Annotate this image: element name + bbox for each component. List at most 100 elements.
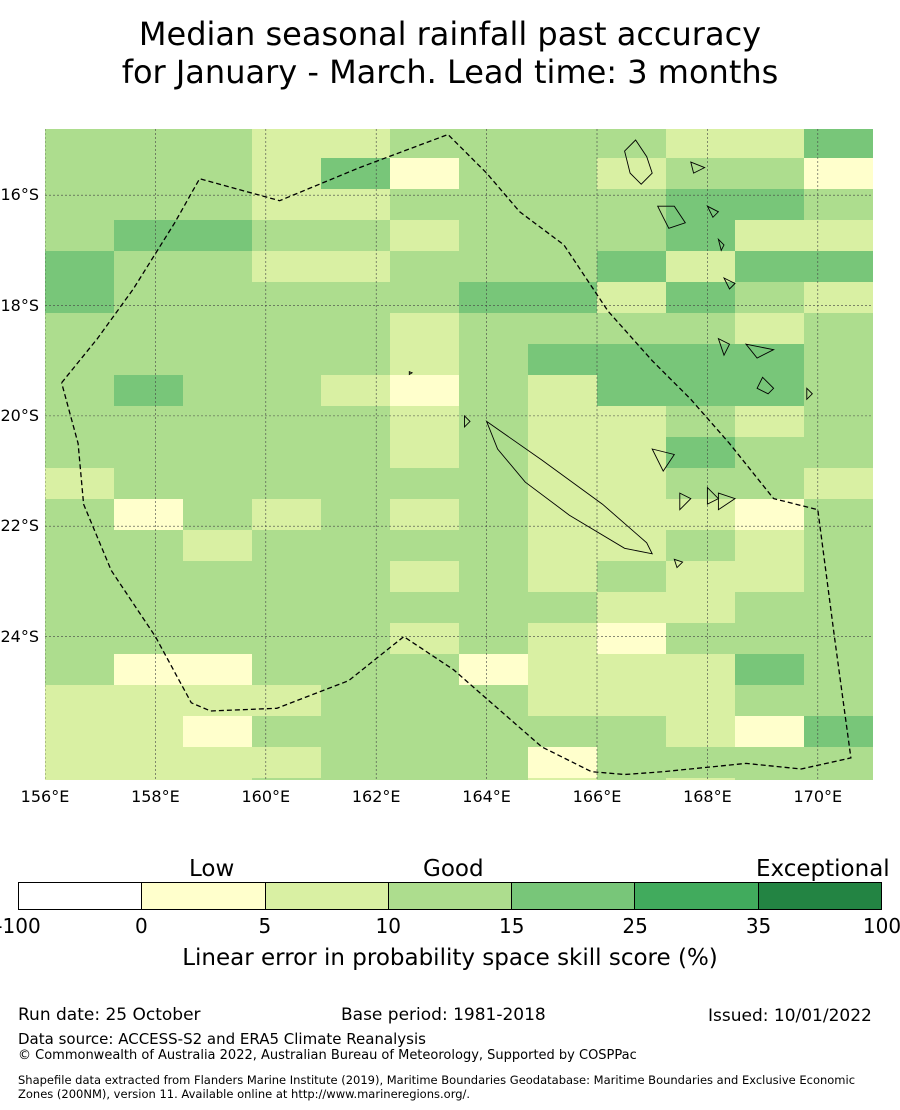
island-coastline [706,205,720,219]
skill-cell [666,406,736,438]
skill-cell [114,530,184,562]
skill-cell [45,189,115,221]
title-line-2: for January - March. Lead time: 3 months [121,53,779,91]
skill-cell [597,313,667,345]
skill-cell [804,406,873,438]
skill-cell [459,375,529,407]
skill-cell [804,437,873,469]
skill-cell [666,251,736,283]
skill-cell [252,716,322,748]
map-gridlines [45,129,873,780]
skill-cell [183,313,253,345]
skill-cell [666,437,736,469]
skill-cell [804,344,873,376]
run-date: Run date: 25 October [18,1005,201,1025]
skill-cell [528,129,598,159]
skill-cell [390,313,460,345]
map-canvas [45,129,873,780]
title-line-1: Median seasonal rainfall past accuracy [138,15,762,53]
skill-cell [735,716,805,748]
skill-cell [459,220,529,252]
skill-cell [597,344,667,376]
skill-cell [666,158,736,190]
island-coastline [722,276,736,290]
latitude-label: 20°S [0,405,39,425]
colorbar-tick-label: 5 [258,914,272,938]
skill-cell [597,747,667,779]
skill-cell [252,623,322,655]
skill-cell [735,778,805,780]
skill-cell [804,189,873,221]
island-coastline [717,337,731,357]
skill-cell [390,561,460,593]
skill-cell [735,592,805,624]
skill-cell [45,406,115,438]
skill-cell [321,375,391,407]
skill-cell [45,530,115,562]
skill-cell [666,313,736,345]
skill-cell [597,654,667,686]
colorbar-segment [388,883,513,909]
skill-cell [459,158,529,190]
skill-cell [114,189,184,221]
skill-cell [321,592,391,624]
skill-cell [321,685,391,717]
skill-cell [390,685,460,717]
skill-cell [735,313,805,345]
colorbar-segment [512,883,636,909]
skill-cell [735,375,805,407]
skill-cell [114,778,184,780]
skill-cell [45,716,115,748]
colorbar-segment [19,883,143,909]
skill-cell [45,685,115,717]
skill-cell [321,313,391,345]
skill-cell [252,375,322,407]
skill-cell [45,592,115,624]
skill-cell [45,437,115,469]
skill-cell [252,282,322,314]
latitude-label: 16°S [0,185,39,205]
skill-cell [735,406,805,438]
skill-cell [252,499,322,531]
colorbar-category-low: Low [189,856,235,882]
skill-cell [390,437,460,469]
skill-cell [804,499,873,531]
skill-cell [321,251,391,283]
copyright-notice: © Commonwealth of Australia 2022, Austra… [18,1048,637,1063]
skill-cell [804,282,873,314]
skill-cell [183,282,253,314]
skill-cell [735,623,805,655]
skill-cell [321,716,391,748]
skill-cell [597,716,667,748]
island-coastline [624,139,653,185]
skill-cell [459,499,529,531]
longitude-label: 158°E [131,787,180,806]
colorbar [18,882,882,910]
skill-cell [321,468,391,500]
skill-cell [735,220,805,252]
skill-cell [321,747,391,779]
skill-cell [597,189,667,221]
skill-cell [528,282,598,314]
skill-cell [114,313,184,345]
colorbar-tick-label: -100 [0,914,41,938]
skill-cell [459,251,529,283]
skill-cell [252,406,322,438]
skill-cell [183,592,253,624]
data-source: Data source: ACCESS-S2 and ERA5 Climate … [18,1030,426,1048]
skill-cell [114,406,184,438]
latitude-label: 18°S [0,295,39,315]
skill-cell [804,778,873,780]
skill-cell [321,189,391,221]
skill-cell [597,406,667,438]
skill-cell [597,530,667,562]
skill-cell [321,530,391,562]
skill-cell [666,592,736,624]
skill-cell [114,654,184,686]
skill-cell [804,716,873,748]
skill-cell [597,561,667,593]
longitude-label: 156°E [20,787,70,806]
skill-cell [528,344,598,376]
skill-cell [666,654,736,686]
skill-cell [597,158,667,190]
